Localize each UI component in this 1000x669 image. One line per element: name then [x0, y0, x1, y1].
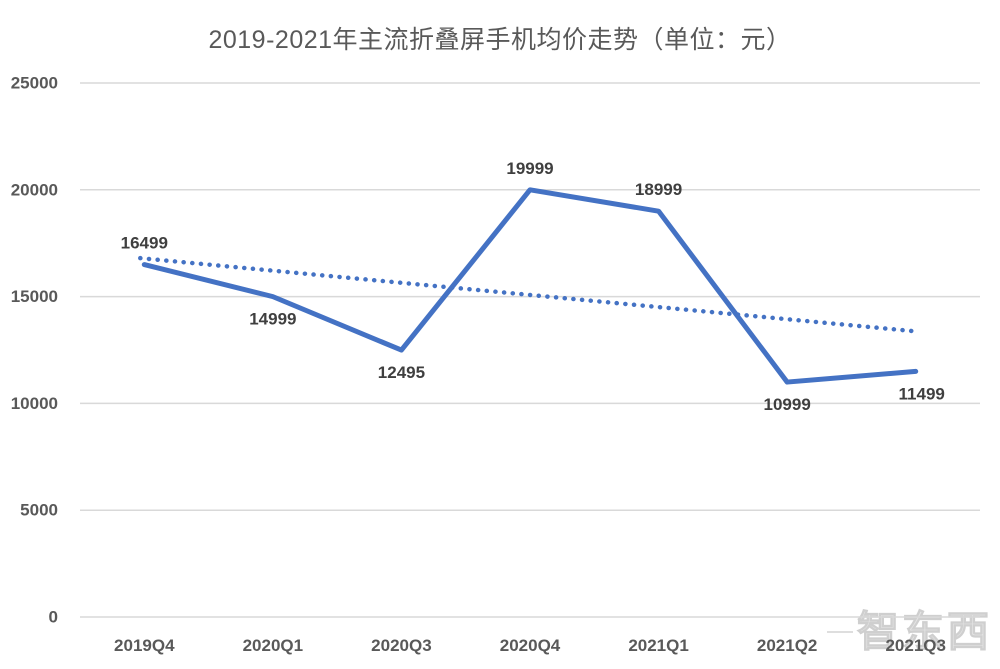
data-point-label: 18999 [635, 180, 682, 199]
x-axis-tick-label: 2021Q3 [885, 636, 946, 655]
data-point-label: 11499 [899, 384, 945, 403]
y-axis-tick-label: 20000 [11, 180, 58, 199]
x-axis-tick-label: 2020Q3 [371, 636, 432, 655]
data-point-label: 14999 [249, 310, 296, 329]
trendline-dotted [138, 255, 914, 334]
data-point-label: 10999 [764, 395, 811, 414]
watermark-line [826, 631, 853, 633]
data-point-label: 12495 [378, 363, 425, 382]
x-axis-tick-label: 2020Q4 [500, 636, 561, 655]
y-axis-tick-label: 15000 [11, 287, 58, 306]
y-axis-tick-label: 25000 [11, 74, 58, 93]
x-axis-tick-label: 2019Q4 [114, 636, 175, 655]
x-axis-tick-label: 2021Q1 [628, 636, 689, 655]
y-axis-tick-label: 10000 [11, 394, 58, 413]
chart-title: 2019-2021年主流折叠屏手机均价走势（单位：元） [208, 26, 792, 54]
data-point-label: 19999 [506, 159, 553, 178]
x-axis-tick-label: 2021Q2 [757, 636, 818, 655]
data-point-label: 16499 [121, 234, 168, 253]
y-axis-tick-label: 0 [49, 608, 58, 627]
price-series-line [141, 187, 919, 385]
y-axis-tick-label: 5000 [20, 501, 58, 520]
x-axis-tick-label: 2020Q1 [243, 636, 304, 655]
